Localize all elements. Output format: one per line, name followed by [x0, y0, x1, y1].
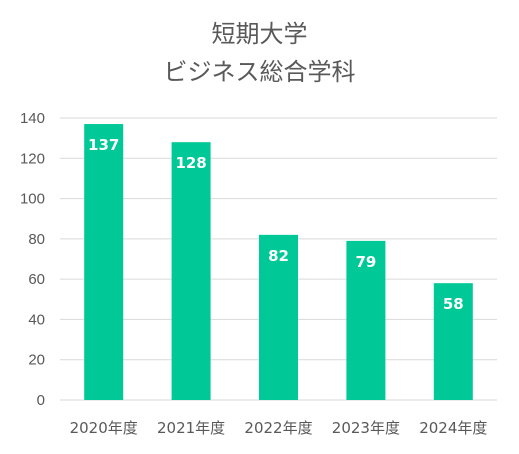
data-label: 82 — [268, 247, 289, 265]
x-category-label: 2021年度 — [157, 419, 225, 437]
data-label: 58 — [443, 295, 464, 313]
bar — [433, 283, 473, 400]
bars — [84, 124, 473, 401]
bar — [84, 124, 124, 401]
y-tick-label: 40 — [28, 311, 45, 328]
chart-title-line-2: ビジネス総合学科 — [164, 58, 356, 86]
y-tick-label: 100 — [20, 191, 45, 208]
x-category-label: 2022年度 — [244, 419, 312, 437]
y-tick-label: 120 — [20, 150, 45, 167]
y-tick-label: 60 — [28, 271, 45, 288]
bar — [259, 234, 298, 400]
y-tick-label: 0 — [37, 392, 45, 409]
y-tick-label: 80 — [28, 231, 45, 248]
data-labels: 137 128 82 79 58 — [88, 136, 464, 313]
bar — [171, 142, 211, 400]
data-label: 79 — [355, 253, 376, 271]
y-tick-label: 20 — [28, 352, 45, 369]
x-category-label: 2024年度 — [419, 419, 487, 437]
x-axis-categories: 2020年度 2021年度 2022年度 2023年度 2024年度 — [70, 419, 488, 437]
bar — [346, 240, 386, 400]
data-label: 137 — [88, 136, 119, 154]
y-tick-label: 140 — [20, 110, 45, 127]
x-category-label: 2020年度 — [70, 419, 138, 437]
y-axis-ticks: 0 20 40 60 80 100 120 140 — [20, 110, 45, 409]
data-label: 128 — [175, 154, 206, 172]
x-category-label: 2023年度 — [332, 419, 400, 437]
chart-title-line-1: 短期大学 — [212, 20, 308, 48]
